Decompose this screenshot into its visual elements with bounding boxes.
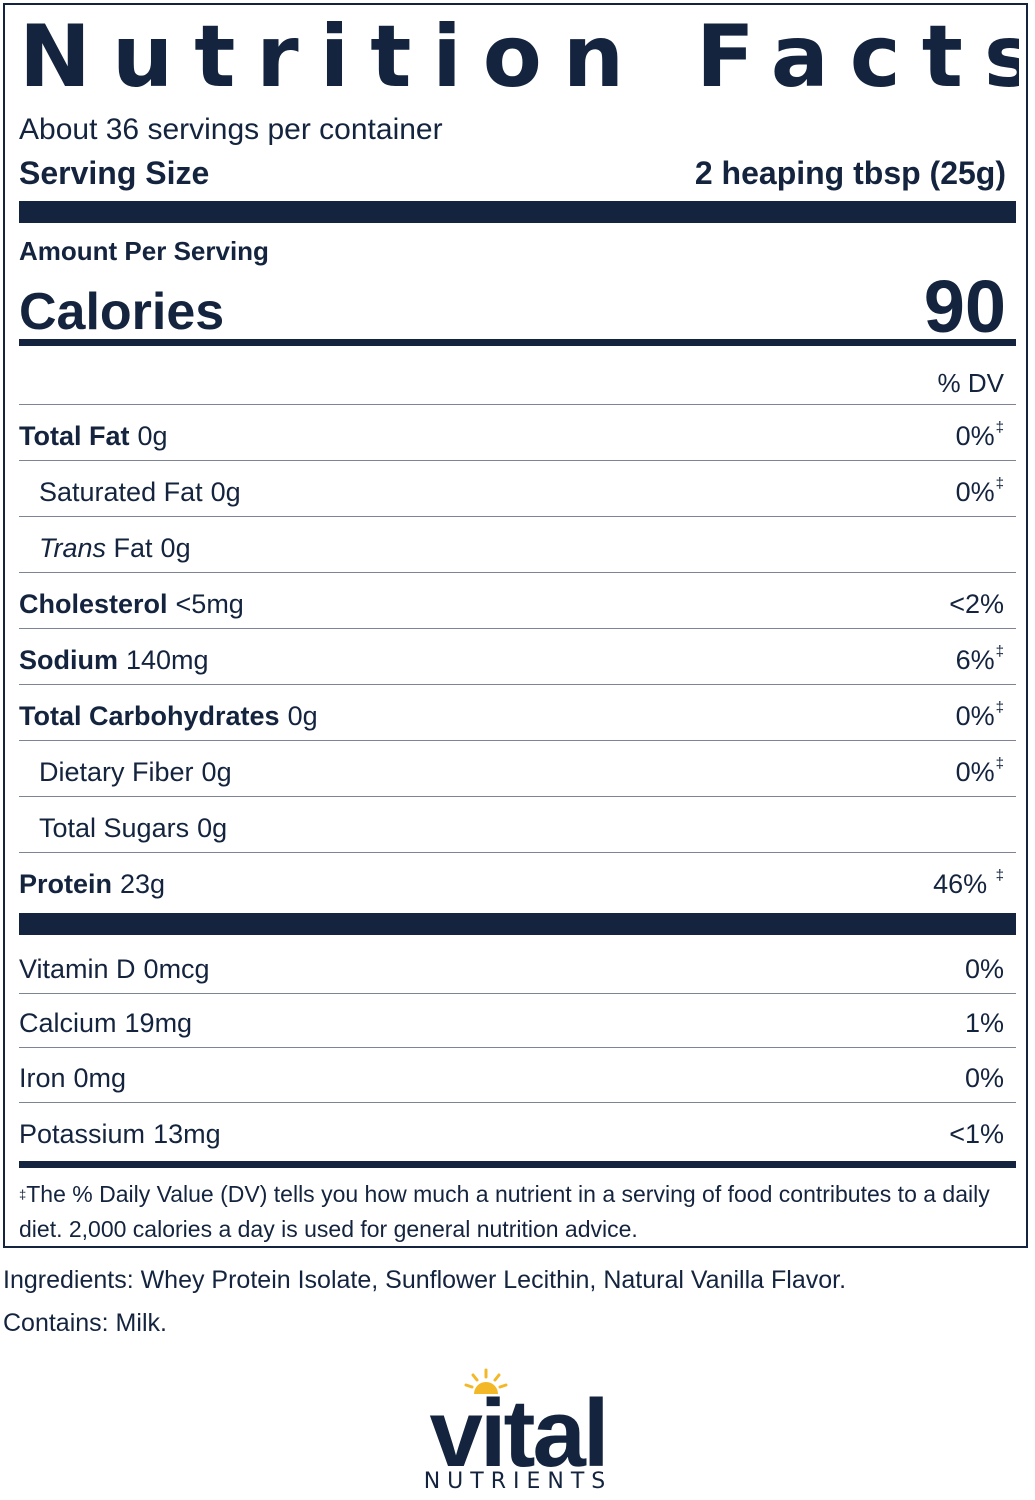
vitamin-amount: 0mg xyxy=(73,1062,127,1093)
footnote-mark: ‡ xyxy=(19,1187,27,1202)
vitamin-row-potassium: Potassium 13mg <1% xyxy=(19,1107,1004,1161)
vitamin-amount: 13mg xyxy=(153,1118,221,1149)
nutrient-name: Total Sugars xyxy=(39,812,190,843)
nutrient-amount: 0g xyxy=(287,700,318,731)
medium-divider xyxy=(19,339,1016,346)
row-divider xyxy=(19,1102,1016,1103)
logo-subtitle: NUTRIENTS xyxy=(423,1469,613,1494)
vitamin-row-iron: Iron 0mg 0% xyxy=(19,1051,1004,1105)
dagger-mark: ‡ xyxy=(995,698,1004,716)
dv-header: % DV xyxy=(937,368,1004,398)
vitamin-dv: 0% xyxy=(964,1062,1004,1093)
row-divider xyxy=(19,852,1016,853)
medium-divider xyxy=(19,1161,1016,1168)
nutrient-amount: 0g xyxy=(201,756,232,787)
vitamin-dv: <1% xyxy=(949,1118,1004,1149)
nutrient-name: Saturated Fat xyxy=(39,476,203,507)
nutrient-amount: 0g xyxy=(210,476,241,507)
nutrient-row-sodium: Sodium 140mg 6%‡ xyxy=(19,633,1004,687)
nutrient-row-protein: Protein 23g 46% ‡ xyxy=(19,857,1004,911)
nutrient-amount: <5mg xyxy=(175,588,244,619)
servings-per-container: About 36 servings per container xyxy=(19,113,443,146)
dagger-mark: ‡ xyxy=(995,754,1004,772)
row-divider xyxy=(19,993,1016,994)
vitamin-amount: 0mcg xyxy=(143,953,210,984)
nutrient-dv: 0% xyxy=(955,700,995,731)
nutrient-dv: <2% xyxy=(949,588,1004,619)
vitamin-name: Potassium xyxy=(19,1118,146,1149)
dagger-mark: ‡ xyxy=(995,418,1004,436)
vitamin-dv: 1% xyxy=(964,1007,1004,1038)
calories-label: Calories xyxy=(19,283,225,341)
nutrient-amount: 0g xyxy=(137,420,168,451)
dagger-mark: ‡ xyxy=(995,642,1004,660)
nutrient-name: Cholesterol xyxy=(19,588,168,619)
ingredients-text: Ingredients: Whey Protein Isolate, Sunfl… xyxy=(3,1266,847,1294)
serving-size-row: Serving Size 2 heaping tbsp (25g) xyxy=(19,152,1006,194)
nutrient-amount: 0g xyxy=(197,812,228,843)
serving-size-value: 2 heaping tbsp (25g) xyxy=(694,154,1006,191)
dagger-mark: ‡ xyxy=(995,474,1004,492)
nutrient-amount: 140mg xyxy=(126,644,209,675)
calories-value: 90 xyxy=(923,265,1006,348)
dv-footnote: ‡The % Daily Value (DV) tells you how mu… xyxy=(19,1177,1008,1247)
serving-size-label: Serving Size xyxy=(19,154,210,191)
nutrient-name: Protein xyxy=(19,868,113,899)
thick-divider xyxy=(19,913,1016,935)
brand-logo: vital NUTRIENTS xyxy=(398,1368,638,1498)
nutrient-dv: 6% xyxy=(955,644,995,675)
thick-divider xyxy=(19,201,1016,223)
dagger-mark: ‡ xyxy=(995,866,1004,884)
row-divider xyxy=(19,1047,1016,1048)
nutrient-row-total-carbohydrates: Total Carbohydrates 0g 0%‡ xyxy=(19,689,1004,743)
nutrient-amount: 0g xyxy=(160,532,191,563)
allergen-text: Contains: Milk. xyxy=(3,1309,167,1337)
vitamin-name: Vitamin D xyxy=(19,953,136,984)
nutrient-dv: 0% xyxy=(955,756,995,787)
nutrient-name: Sodium xyxy=(19,644,118,675)
vitamin-row-calcium: Calcium 19mg 1% xyxy=(19,996,1004,1050)
row-divider xyxy=(19,404,1016,405)
calories-row: Calories 90 xyxy=(19,267,1006,347)
nutrient-dv: 46% xyxy=(933,868,995,899)
nutrient-name: Total Carbohydrates xyxy=(19,700,280,731)
nutrient-dv: 0% xyxy=(955,420,995,451)
row-divider xyxy=(19,460,1016,461)
logo-wordmark: vital xyxy=(429,1380,609,1487)
nutrient-name: Total Fat xyxy=(19,420,130,451)
nutrient-row-saturated-fat: Saturated Fat 0g 0%‡ xyxy=(19,465,1004,519)
vitamin-dv: 0% xyxy=(964,953,1004,984)
row-divider xyxy=(19,572,1016,573)
footnote-text: The % Daily Value (DV) tells you how muc… xyxy=(19,1181,990,1242)
row-divider xyxy=(19,628,1016,629)
nutrient-row-cholesterol: Cholesterol <5mg <2% xyxy=(19,577,1004,631)
vitamin-name: Calcium xyxy=(19,1007,117,1038)
row-divider xyxy=(19,684,1016,685)
row-divider xyxy=(19,740,1016,741)
sun-icon xyxy=(464,1368,508,1394)
vitamin-row-vitamin-d: Vitamin D 0mcg 0% xyxy=(19,942,1004,996)
nutrient-name: Dietary Fiber xyxy=(39,756,194,787)
panel-title: Nutrition Facts xyxy=(19,7,1019,107)
nutrient-row-total-sugars: Total Sugars 0g xyxy=(19,801,1004,855)
nutrient-row-dietary-fiber: Dietary Fiber 0g 0%‡ xyxy=(19,745,1004,799)
vitamin-amount: 19mg xyxy=(124,1007,193,1038)
nutrient-amount: 23g xyxy=(120,868,166,899)
nutrient-name-suffix: Fat xyxy=(113,532,153,563)
nutrition-facts-panel: Nutrition Facts About 36 servings per co… xyxy=(3,3,1028,1248)
nutrient-row-total-fat: Total Fat 0g 0%‡ xyxy=(19,409,1004,463)
amount-per-serving: Amount Per Serving xyxy=(19,236,269,266)
nutrient-dv: 0% xyxy=(955,476,995,507)
nutrient-name: Trans xyxy=(39,532,107,563)
nutrient-row-trans-fat: Trans Fat 0g xyxy=(19,521,1004,575)
row-divider xyxy=(19,516,1016,517)
row-divider xyxy=(19,796,1016,797)
vitamin-name: Iron xyxy=(19,1062,66,1093)
